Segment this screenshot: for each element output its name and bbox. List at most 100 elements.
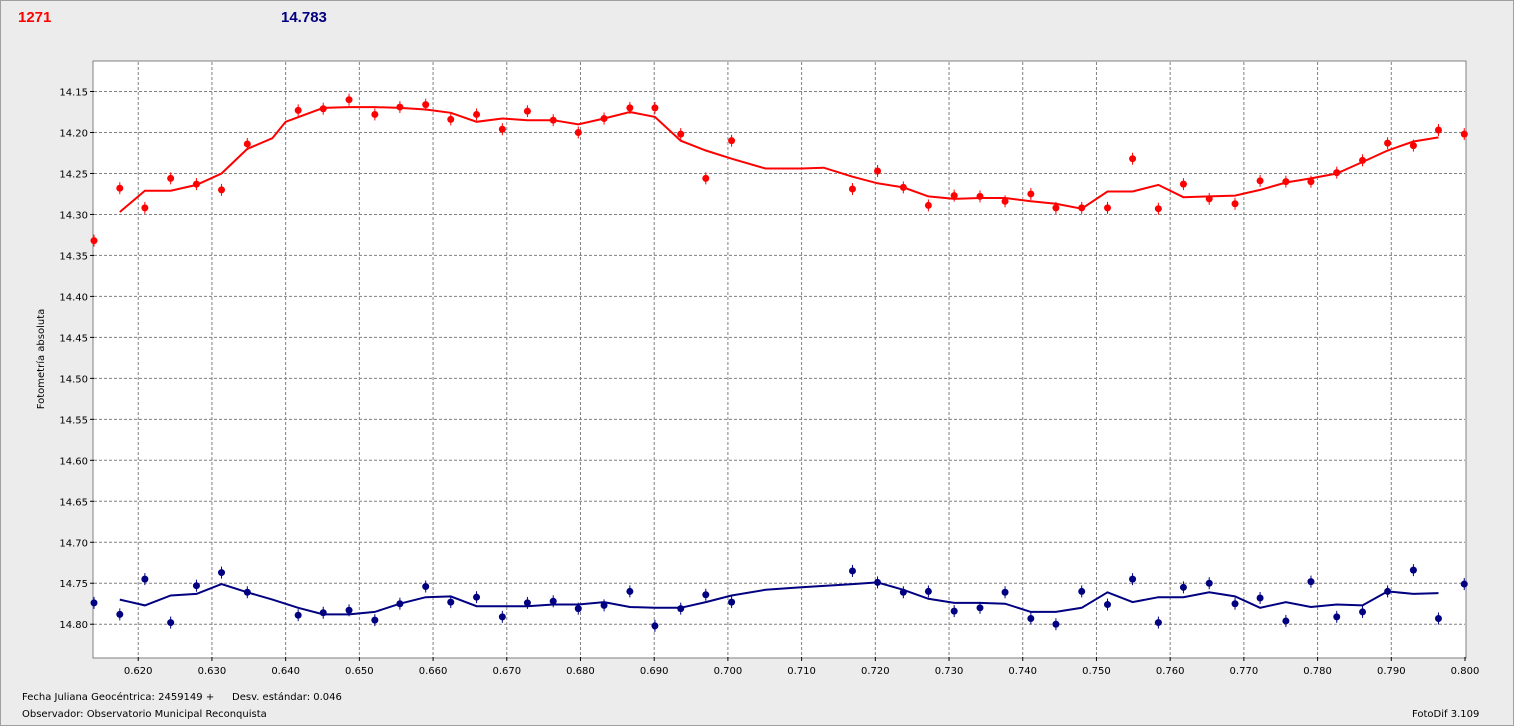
data-point — [523, 599, 531, 607]
data-point — [141, 575, 149, 583]
data-point — [1104, 601, 1112, 609]
data-point — [950, 192, 958, 200]
data-point — [294, 106, 302, 114]
x-tick-label: 0.780 — [1303, 666, 1332, 677]
data-point — [243, 588, 251, 596]
data-point — [167, 174, 175, 182]
data-point — [396, 600, 404, 608]
x-tick-label: 0.700 — [714, 666, 743, 677]
data-point — [1333, 613, 1341, 621]
data-point — [626, 587, 634, 595]
data-point — [1231, 200, 1239, 208]
series-0 — [90, 93, 1468, 247]
data-point — [1434, 126, 1442, 134]
data-point — [1333, 169, 1341, 177]
data-point — [899, 588, 907, 596]
data-point — [702, 591, 710, 599]
data-point — [447, 115, 455, 123]
data-point — [371, 110, 379, 118]
data-point — [1231, 600, 1239, 608]
data-point — [728, 137, 736, 145]
data-point — [677, 130, 685, 138]
x-tick-label: 0.650 — [345, 666, 374, 677]
y-tick-label: 14.60 — [59, 456, 88, 467]
data-point — [702, 174, 710, 182]
data-point — [1001, 197, 1009, 205]
y-tick-labels: 14.15 14.20 14.25 14.30 14.35 14.40 14.45 14.50… — [59, 88, 94, 631]
y-tick-label: 14.15 — [59, 88, 88, 99]
data-point — [574, 605, 582, 613]
data-point — [651, 622, 659, 630]
data-point — [950, 607, 958, 615]
data-point — [1359, 608, 1367, 616]
data-point — [1256, 177, 1264, 185]
y-tick-label: 14.50 — [59, 374, 88, 385]
x-tick-label: 0.740 — [1008, 666, 1037, 677]
data-point — [192, 582, 200, 590]
x-tick-label: 0.640 — [271, 666, 300, 677]
y-axis-label: Fotometría absoluta — [35, 309, 47, 410]
software-version-label: FotoDif 3.109 — [1412, 709, 1480, 720]
data-point — [1307, 178, 1315, 186]
data-point — [1104, 204, 1112, 212]
data-point — [1282, 178, 1290, 186]
data-point — [473, 110, 481, 118]
data-point — [243, 140, 251, 148]
x-tick-label: 0.710 — [787, 666, 816, 677]
data-point — [1409, 142, 1417, 150]
y-tick-label: 14.55 — [59, 415, 88, 426]
y-tick-label: 14.20 — [59, 128, 88, 139]
x-tick-label: 0.790 — [1377, 666, 1406, 677]
data-point — [600, 601, 608, 609]
data-point — [523, 107, 531, 115]
x-tick-label: 0.720 — [861, 666, 890, 677]
data-point — [1409, 566, 1417, 574]
data-point — [874, 578, 882, 586]
header-blue-value: 14.783 — [281, 9, 327, 26]
data-point — [549, 597, 557, 605]
data-point — [1179, 180, 1187, 188]
data-point — [976, 192, 984, 200]
data-point — [167, 619, 175, 627]
plot-area — [92, 60, 1467, 659]
series-1-trend-line — [119, 581, 1439, 616]
data-point — [1179, 583, 1187, 591]
data-point — [90, 237, 98, 245]
std-deviation-label: Desv. estándar: 0.046 — [232, 692, 342, 703]
grid-lines — [94, 62, 1465, 657]
data-point — [1129, 575, 1137, 583]
data-point — [116, 184, 124, 192]
header-red-value: 1271 — [18, 9, 52, 26]
data-point — [626, 104, 634, 112]
x-tick-label: 0.630 — [198, 666, 227, 677]
y-tick-label: 14.65 — [59, 497, 88, 508]
data-point — [1078, 204, 1086, 212]
data-point — [396, 103, 404, 111]
data-point — [218, 186, 226, 194]
data-point — [371, 616, 379, 624]
data-point — [1129, 155, 1137, 163]
data-point — [90, 599, 98, 607]
data-point — [1078, 587, 1086, 595]
x-tick-label: 0.680 — [566, 666, 595, 677]
data-point — [1359, 156, 1367, 164]
data-point — [1027, 190, 1035, 198]
data-point — [498, 613, 506, 621]
y-tick-label: 14.35 — [59, 251, 88, 262]
data-point — [1052, 620, 1060, 628]
data-point — [1001, 588, 1009, 596]
data-point — [1027, 614, 1035, 622]
x-tick-label: 0.670 — [492, 666, 521, 677]
data-point — [319, 609, 327, 617]
series-group — [90, 93, 1468, 632]
data-point — [422, 101, 430, 109]
series-1 — [90, 564, 1468, 632]
data-point — [677, 605, 685, 613]
data-point — [345, 96, 353, 104]
data-point — [728, 598, 736, 606]
data-point — [1434, 614, 1442, 622]
data-point — [447, 598, 455, 606]
data-point — [1052, 204, 1060, 212]
x-tick-label: 0.760 — [1156, 666, 1185, 677]
